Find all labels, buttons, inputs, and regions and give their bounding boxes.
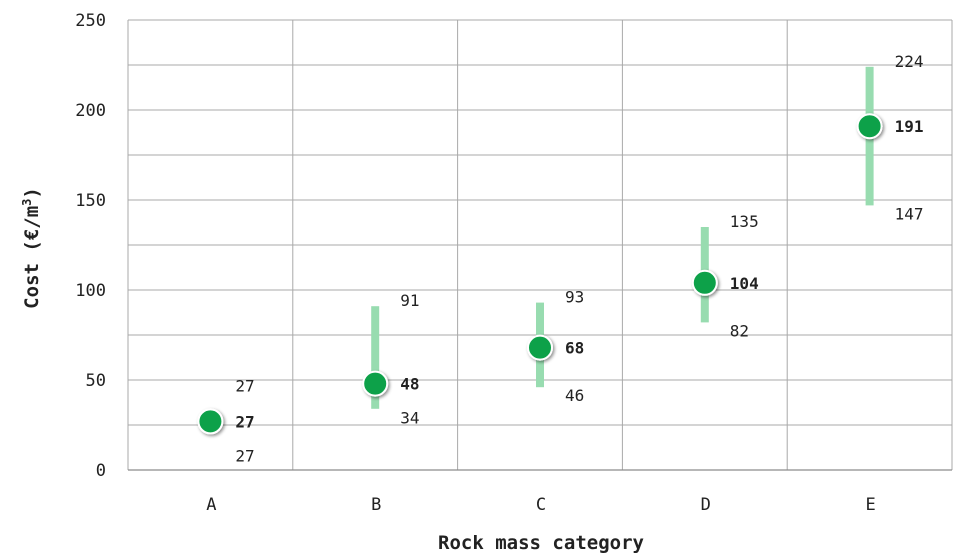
x-tick-label: B — [371, 495, 381, 515]
y-tick-label: 150 — [75, 191, 106, 211]
gridlines — [127, 19, 953, 471]
min-label: 46 — [565, 386, 584, 405]
mean-label: 191 — [895, 117, 924, 136]
x-axis-title: Rock mass category — [438, 532, 644, 554]
min-label: 27 — [235, 446, 254, 465]
y-tick-label: 50 — [86, 371, 106, 391]
max-label: 91 — [400, 291, 419, 310]
y-axis-title-close: ) — [21, 187, 43, 198]
y-tick-labels: 0 50 100 150 200 250 — [75, 11, 106, 481]
mean-point — [362, 370, 389, 397]
range-bar — [371, 306, 380, 409]
mean-points — [197, 113, 883, 435]
x-tick-labels: A B C D E — [206, 495, 875, 515]
y-axis-title: Cost (€/m3) — [20, 187, 43, 309]
max-label: 135 — [730, 212, 759, 231]
max-label: 93 — [565, 288, 584, 307]
y-tick-label: 200 — [75, 101, 106, 121]
mean-label: 27 — [235, 412, 254, 431]
mean-point — [197, 408, 224, 435]
y-tick-label: 0 — [96, 461, 106, 481]
y-axis-title-main: Cost (€/m — [21, 206, 43, 309]
y-tick-label: 250 — [75, 11, 106, 31]
min-label: 34 — [400, 409, 419, 428]
mean-point — [691, 269, 718, 296]
x-tick-label: C — [536, 495, 546, 515]
mean-label: 48 — [400, 375, 419, 394]
x-tick-label: A — [206, 495, 216, 515]
x-tick-label: D — [701, 495, 711, 515]
mean-point — [856, 113, 883, 140]
mean-point — [527, 334, 553, 361]
data-labels: 27 27 27 91 48 34 93 68 46 135 104 82 224 191 147 — [235, 52, 923, 466]
mean-label: 68 — [565, 339, 584, 358]
max-label: 27 — [235, 376, 254, 395]
min-label: 147 — [895, 204, 924, 223]
y-axis-title-sup: 3 — [20, 199, 34, 206]
x-tick-label: E — [865, 495, 875, 515]
y-tick-label: 100 — [75, 281, 106, 301]
min-label: 82 — [730, 321, 749, 340]
mean-label: 104 — [730, 274, 759, 293]
max-label: 224 — [895, 52, 924, 71]
